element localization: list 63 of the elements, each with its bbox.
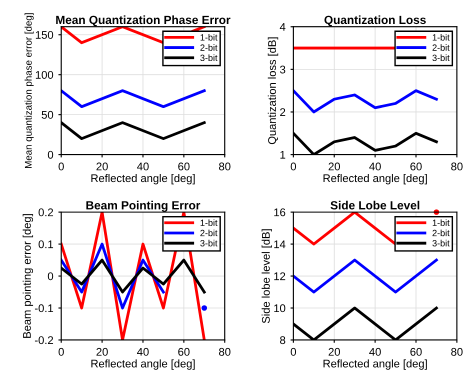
x-tick-label: 60 xyxy=(178,162,190,170)
y-tick-label: 3 xyxy=(280,66,286,74)
y-tick-label: 150 xyxy=(36,31,54,39)
legend-label: 1-bit xyxy=(200,34,218,41)
x-tick-label: 20 xyxy=(328,348,340,356)
y-tick-label: -0.1 xyxy=(34,304,54,312)
x-tick-label: 0 xyxy=(290,162,296,170)
x-tick-label: 80 xyxy=(219,348,230,356)
x-tick-label: 60 xyxy=(410,348,422,356)
legend-label: 2-bit xyxy=(200,44,218,51)
y-tick-label: 2 xyxy=(280,108,286,116)
y-tick-label: 0.1 xyxy=(38,240,54,248)
y-tick-label: 0.2 xyxy=(38,208,54,216)
x-tick-label: 80 xyxy=(451,348,463,356)
legend-label: 2-bit xyxy=(432,230,450,236)
legend-label: 2-bit xyxy=(200,230,218,236)
chart-title: Beam Pointing Error xyxy=(86,200,200,212)
x-tick-label: 40 xyxy=(137,348,149,356)
y-tick-label: 0 xyxy=(48,150,54,159)
y-tick-label: 4 xyxy=(280,23,286,31)
line-series xyxy=(293,89,438,114)
x-axis-title: Reflected angle [deg] xyxy=(324,174,427,184)
y-tick-label: 10 xyxy=(274,304,286,312)
y-tick-label: 16 xyxy=(274,208,286,216)
y-axis-title: Quantization loss [dB] xyxy=(268,37,278,144)
y-tick-label: 1 xyxy=(280,150,286,159)
x-axis-title: Reflected angle [deg] xyxy=(324,359,427,370)
chart-title: Mean Quantization Phase Error xyxy=(56,15,230,26)
x-tick-label: 0 xyxy=(58,162,64,170)
x-tick-label: 40 xyxy=(369,348,381,356)
chart-title: Side Lobe Level xyxy=(330,200,420,210)
x-tick-label: 40 xyxy=(369,162,381,170)
y-tick-label: 0 xyxy=(48,272,54,280)
y-tick-label: 12 xyxy=(274,272,286,280)
y-tick-label: 14 xyxy=(274,240,286,248)
x-axis-title: Reflected angle [deg] xyxy=(91,359,195,370)
x-tick-label: 60 xyxy=(178,348,190,356)
y-tick-label: 8 xyxy=(280,336,286,344)
legend-label: 3-bit xyxy=(432,54,450,62)
y-tick-label: -0.2 xyxy=(34,336,54,344)
legend-label: 3-bit xyxy=(200,54,218,62)
chart-title: Quantization Loss xyxy=(324,15,426,26)
legend-label: 3-bit xyxy=(200,240,218,246)
x-tick-label: 20 xyxy=(96,348,108,356)
legend-label: 1-bit xyxy=(432,219,450,226)
x-tick-label: 0 xyxy=(290,348,296,356)
y-axis-title: Beam pointing error [deg] xyxy=(22,214,34,338)
legend-label: 1-bit xyxy=(200,219,218,226)
x-tick-label: 80 xyxy=(219,162,230,170)
x-tick-label: 20 xyxy=(96,162,108,170)
legend-label: 2-bit xyxy=(432,44,450,51)
y-tick-label: 50 xyxy=(42,110,54,119)
legend-label: 3-bit xyxy=(432,240,450,246)
legend-label: 1-bit xyxy=(432,34,450,41)
x-tick-label: 20 xyxy=(328,162,340,170)
x-tick-label: 40 xyxy=(137,162,149,170)
y-axis-title: Side lobe level [dB] xyxy=(262,229,272,324)
x-tick-label: 80 xyxy=(451,162,463,170)
x-tick-label: 60 xyxy=(410,162,422,170)
y-tick-label: 100 xyxy=(36,70,54,79)
x-tick-label: 0 xyxy=(58,348,64,356)
y-axis-title: Mean quantization phase error [deg] xyxy=(24,13,34,168)
x-axis-title: Reflected angle [deg] xyxy=(91,174,195,184)
